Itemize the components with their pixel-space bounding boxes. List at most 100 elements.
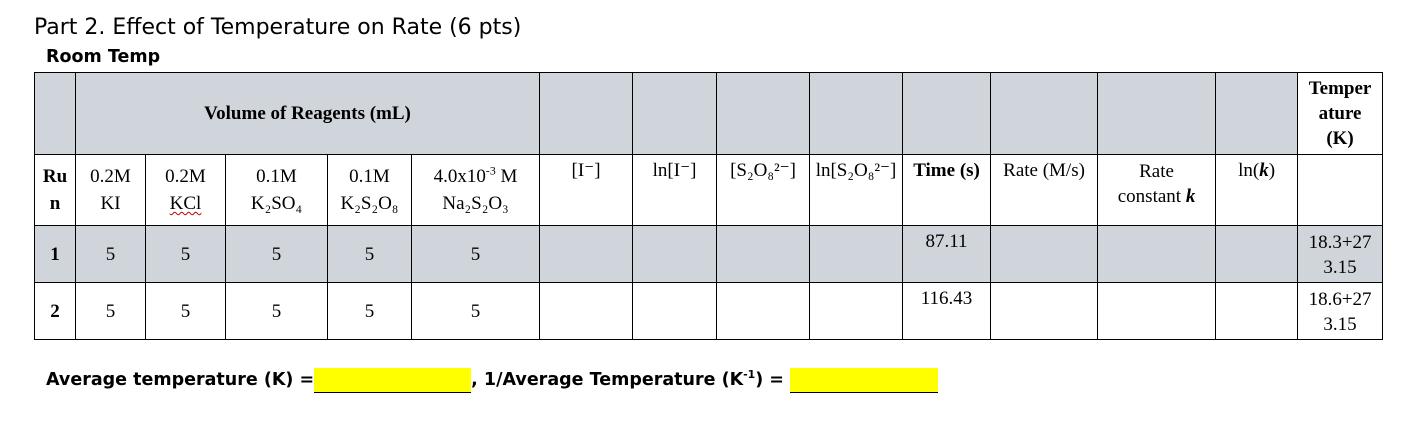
k2s2o8-volume: 5 [327, 225, 412, 283]
table-row: 2 5 5 5 5 5 116.43 18.6+27 3.15 [34, 282, 1384, 340]
ln-k-symbol: k [1259, 160, 1269, 181]
ln-k-header: ln(k) [1215, 154, 1299, 226]
header-empty-cell [539, 72, 634, 155]
inverse-label-prefix: 1/Average Temperature (K [483, 370, 744, 390]
temperature-header-line: ature [1318, 103, 1362, 124]
ln-iodide-cell[interactable] [632, 282, 718, 340]
ki-volume: 5 [75, 282, 146, 340]
header-empty-cell [990, 72, 1099, 155]
ki-header: 0.2M KI [75, 154, 146, 226]
k2so4-formula: K₂SO₄ [250, 193, 303, 214]
time-value: 87.11 [902, 225, 992, 283]
rate-cell[interactable] [990, 282, 1099, 340]
part-title: Part 2. Effect of Temperature on Rate (6… [34, 15, 522, 40]
iodide-conc-header: [I⁻] [539, 154, 634, 226]
temperature-value-line: 18.6+27 [1308, 289, 1372, 310]
k2so4-volume: 5 [225, 282, 328, 340]
ln-persulfate-cell[interactable] [809, 225, 904, 283]
temperature-value: 18.6+27 3.15 [1297, 282, 1384, 340]
na2s2o3-volume: 5 [410, 225, 541, 283]
column-header-row: Ru n 0.2M KI 0.2M KCl 0.1M K₂SO₄ 0.1M K₂… [34, 154, 1384, 226]
average-temperature-line: Average temperature (K) = , 1/Average Te… [46, 366, 938, 394]
kcl-conc: 0.2M [165, 166, 206, 187]
kcl-volume: 5 [145, 225, 226, 283]
kcl-header: 0.2M KCl [145, 154, 226, 226]
na2s2o3-formula: Na₂S₂O₃ [442, 193, 509, 214]
rate-constant-line: constant k [1098, 184, 1215, 209]
k2s2o8-volume: 5 [327, 282, 412, 340]
inverse-avg-temp-label: 1/Average Temperature (K-1) = [483, 368, 784, 390]
run-header: Ru n [34, 154, 76, 226]
temperature-header: Temper ature (K) [1297, 72, 1384, 155]
ln-k-suffix: ) [1268, 160, 1276, 181]
k2s2o8-formula: K₂S₂O₈ [340, 193, 399, 214]
run-number: 1 [34, 225, 76, 283]
na2s2o3-header: 4.0x10-3 M Na₂S₂O₃ [410, 154, 541, 226]
k2so4-header: 0.1M K₂SO₄ [225, 154, 328, 226]
na2s2o3-conc-unit: M [495, 166, 518, 187]
ki-volume: 5 [75, 225, 146, 283]
separator: , [471, 370, 484, 390]
na2s2o3-conc-exponent: -3 [485, 164, 496, 178]
section-subtitle: Room Temp [46, 47, 161, 67]
ki-conc: 0.2M [90, 166, 131, 187]
persulfate-conc-header: [S₂O₈²⁻] [716, 154, 811, 226]
inverse-avg-temp-answer-blank[interactable] [789, 367, 938, 393]
header-empty-cell [1215, 72, 1299, 155]
time-value: 116.43 [902, 282, 992, 340]
header-empty-cell [809, 72, 904, 155]
temperature-value-line: 3.15 [1323, 257, 1357, 278]
header-empty-cell [632, 72, 718, 155]
table-row: 1 5 5 5 5 5 87.11 18.3+27 3.15 [34, 225, 1384, 283]
rate-constant-line: Rate [1139, 161, 1174, 182]
persulfate-conc-cell[interactable] [716, 282, 811, 340]
k2s2o8-header: 0.1M K₂S₂O₈ [327, 154, 412, 226]
temperature-header-line: (K) [1326, 128, 1354, 149]
reagents-table: Volume of Reagents (mL) Temper ature (K)… [34, 72, 1384, 340]
na2s2o3-volume: 5 [410, 282, 541, 340]
rate-constant-cell[interactable] [1097, 225, 1217, 283]
run-header-line: Ru [42, 166, 68, 187]
time-header: Time (s) [902, 154, 992, 226]
avg-temp-label: Average temperature (K) = [46, 370, 315, 390]
temperature-header-line: Temper [1308, 78, 1372, 99]
group-header-row: Volume of Reagents (mL) Temper ature (K) [34, 72, 1384, 155]
na2s2o3-conc: 4.0x10-3 M [412, 163, 539, 190]
header-empty-cell [902, 72, 992, 155]
ln-persulfate-header: ln[S₂O₈²⁻] [809, 154, 904, 226]
ln-iodide-cell[interactable] [632, 225, 718, 283]
rate-constant-symbol: k [1185, 186, 1196, 207]
rate-constant-cell[interactable] [1097, 282, 1217, 340]
persulfate-conc-cell[interactable] [716, 225, 811, 283]
k2s2o8-conc: 0.1M [349, 166, 390, 187]
k2so4-conc: 0.1M [256, 166, 297, 187]
header-empty-cell [34, 72, 76, 155]
kcl-formula: KCl [169, 193, 202, 214]
ln-k-prefix: ln( [1238, 160, 1260, 181]
ln-persulfate-cell[interactable] [809, 282, 904, 340]
rate-cell[interactable] [990, 225, 1099, 283]
ln-k-cell[interactable] [1215, 225, 1299, 283]
iodide-conc-cell[interactable] [539, 282, 634, 340]
temperature-header-blank [1297, 154, 1384, 226]
header-empty-cell [1097, 72, 1217, 155]
na2s2o3-conc-base: 4.0x10 [433, 166, 486, 187]
temperature-value: 18.3+27 3.15 [1297, 225, 1384, 283]
volume-group-header: Volume of Reagents (mL) [74, 72, 541, 155]
rate-header: Rate (M/s) [990, 154, 1099, 226]
temperature-value-line: 18.3+27 [1308, 232, 1372, 253]
rate-constant-header: Rate constant k [1097, 154, 1217, 226]
run-number: 2 [34, 282, 76, 340]
inverse-label-exponent: -1 [743, 368, 756, 382]
kcl-volume: 5 [145, 282, 226, 340]
avg-temp-answer-blank[interactable] [314, 367, 472, 393]
run-header-line: n [49, 193, 61, 214]
ki-formula: KI [100, 193, 121, 214]
inverse-label-suffix: ) = [755, 370, 784, 390]
ln-iodide-header: ln[I⁻] [632, 154, 718, 226]
iodide-conc-cell[interactable] [539, 225, 634, 283]
rate-constant-word: constant [1117, 186, 1186, 207]
temperature-value-line: 3.15 [1323, 314, 1357, 335]
ln-k-cell[interactable] [1215, 282, 1299, 340]
header-empty-cell [716, 72, 811, 155]
